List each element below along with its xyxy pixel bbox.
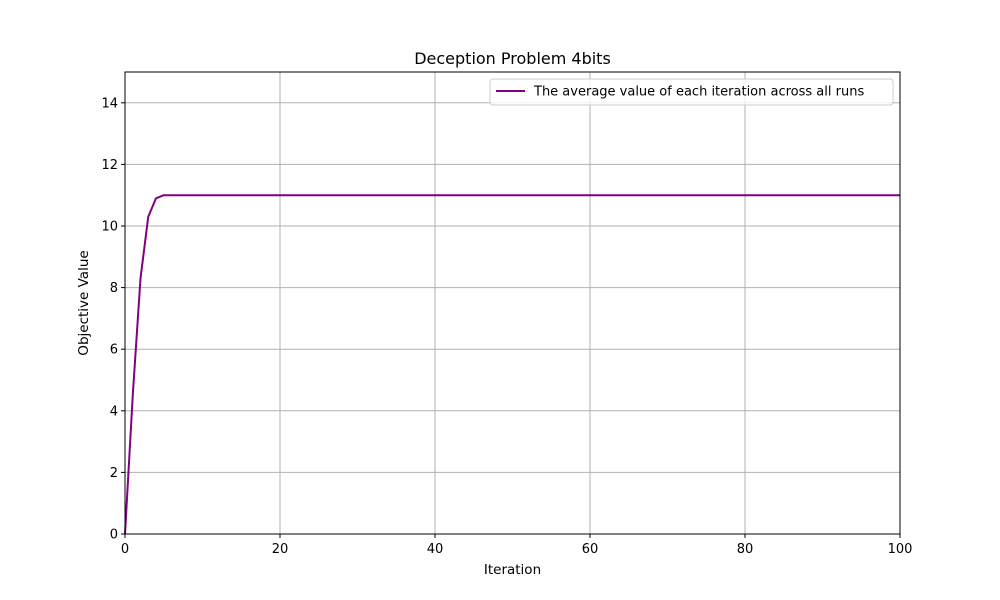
legend-box <box>489 78 894 106</box>
x-tick-label: 80 <box>737 542 754 557</box>
series-group <box>124 194 900 535</box>
y-tick-label: 8 <box>110 281 118 296</box>
y-tick-label: 12 <box>101 158 118 173</box>
axis-ticks: 0 20 40 60 80 100 0 2 4 6 8 10 12 14 <box>101 96 912 557</box>
y-tick-label: 0 <box>110 528 118 543</box>
legend-entry-label: The average value of each iteration acro… <box>533 85 864 100</box>
chart-title: Deception Problem 4bits <box>414 49 611 68</box>
x-tick-label: 100 <box>888 542 913 557</box>
plot-frame <box>124 71 901 535</box>
x-tick-label: 60 <box>582 542 599 557</box>
x-tick-label: 0 <box>121 542 129 557</box>
y-tick-label: 4 <box>110 404 118 419</box>
x-tick-label: 40 <box>427 542 444 557</box>
y-tick-label: 2 <box>110 466 118 481</box>
y-tick-label: 14 <box>101 96 118 111</box>
y-tick-label: 10 <box>101 220 118 235</box>
y-axis-label: Objective Value <box>76 250 92 355</box>
legend: The average value of each iteration acro… <box>489 78 894 106</box>
x-axis-label: Iteration <box>484 562 541 578</box>
y-tick-label: 6 <box>110 343 118 358</box>
x-tick-label: 20 <box>272 542 289 557</box>
series-line <box>124 194 900 535</box>
